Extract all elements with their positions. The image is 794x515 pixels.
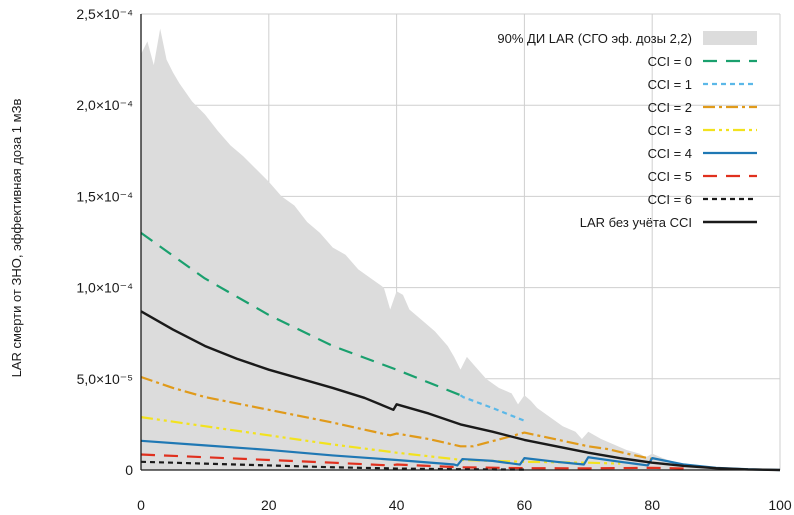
confidence-band bbox=[141, 28, 780, 471]
ci-band-area bbox=[141, 28, 780, 471]
y-tick-label-0: 0 bbox=[125, 462, 133, 478]
legend-label-6: CCI = 6 bbox=[648, 192, 692, 207]
x-tick-label-4: 80 bbox=[644, 497, 660, 513]
series-lines bbox=[140, 231, 781, 472]
series-line-5 bbox=[140, 453, 685, 470]
y-tick-label-3: 1,5×10⁻⁴ bbox=[76, 188, 133, 204]
series-line-3 bbox=[140, 416, 621, 465]
legend-label-band: 90% ДИ LAR (СГО эф. дозы 2,2) bbox=[497, 31, 692, 46]
x-tick-label-3: 60 bbox=[517, 497, 533, 513]
x-tick-label-0: 0 bbox=[137, 497, 145, 513]
y-tick-label-5: 2,5×10⁻⁴ bbox=[76, 6, 133, 22]
series-line-4 bbox=[140, 439, 781, 472]
legend-label-1: CCI = 1 bbox=[648, 77, 692, 92]
series-line-6 bbox=[140, 460, 525, 471]
y-axis-label: LAR смерти от ЗНО, эффективная доза 1 мЗ… bbox=[9, 99, 24, 378]
legend-swatch-band bbox=[703, 31, 757, 45]
y-tick-label-4: 2,0×10⁻⁴ bbox=[76, 97, 133, 113]
x-tick-label-1: 20 bbox=[261, 497, 277, 513]
series-line-2 bbox=[140, 375, 653, 461]
tick-labels: 0 20 40 60 80 100 0 5,0×10⁻⁵ 1,0×10⁻⁴ 1,5×10⁻⁴ 2,0… bbox=[76, 6, 792, 513]
axes bbox=[140, 14, 780, 471]
series-line-0 bbox=[140, 231, 461, 397]
legend-label-0: CCI = 0 bbox=[648, 54, 692, 69]
x-tick-label-5: 100 bbox=[768, 497, 792, 513]
x-tick-label-2: 40 bbox=[389, 497, 405, 513]
series-line-7 bbox=[140, 310, 781, 472]
legend-label-2: CCI = 2 bbox=[648, 100, 692, 115]
series-line-1 bbox=[459, 394, 525, 422]
legend-label-7: LAR без учёта CCI bbox=[580, 215, 692, 230]
legend-label-5: CCI = 5 bbox=[648, 169, 692, 184]
y-tick-label-1: 5,0×10⁻⁵ bbox=[77, 371, 133, 387]
y-tick-label-2: 1,0×10⁻⁴ bbox=[76, 280, 133, 296]
legend: 90% ДИ LAR (СГО эф. дозы 2,2) CCI = 0 CCI … bbox=[497, 31, 757, 230]
legend-label-4: CCI = 4 bbox=[648, 146, 692, 161]
legend-label-3: CCI = 3 bbox=[648, 123, 692, 138]
